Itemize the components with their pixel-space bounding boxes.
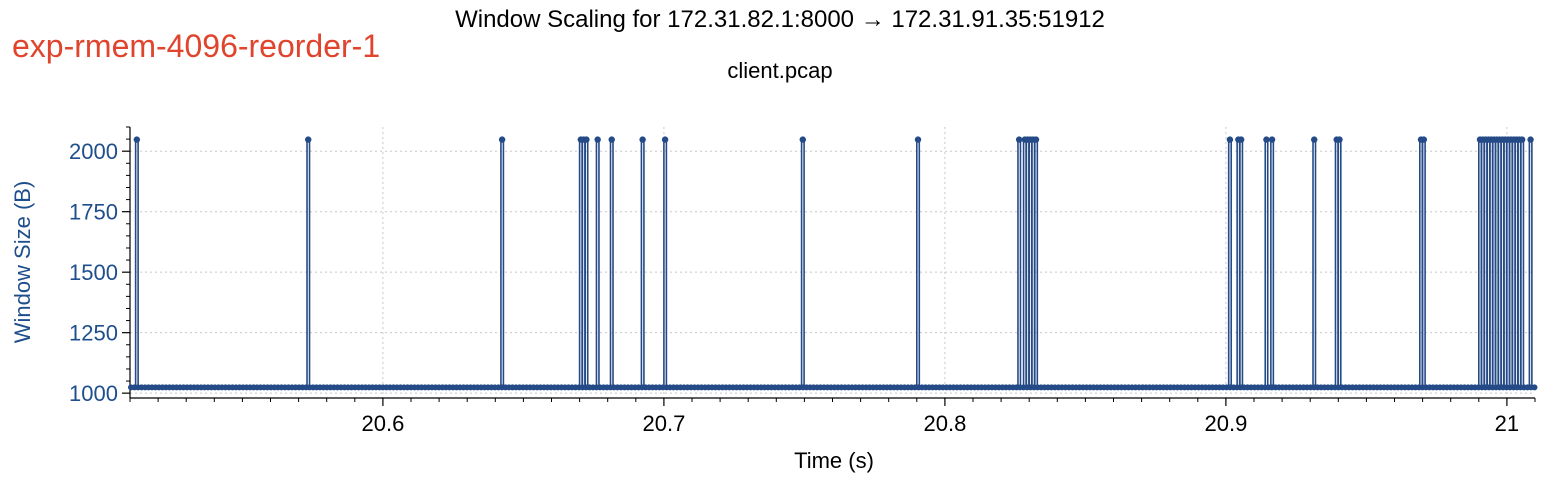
peak-point — [1263, 136, 1270, 143]
axes-layer — [129, 127, 1535, 399]
peak-point — [1420, 136, 1428, 143]
peak-point — [914, 136, 922, 143]
y-tick-label: 1500 — [69, 260, 118, 285]
peak-point — [1268, 136, 1276, 143]
peak-point — [1518, 136, 1526, 143]
peak-point — [1015, 136, 1023, 143]
peak-point — [583, 136, 590, 143]
x-axis-label: Time (s) — [794, 448, 874, 473]
peak-point — [498, 136, 506, 143]
grid-layer — [130, 127, 1535, 398]
x-tick-label: 20.9 — [1204, 411, 1247, 436]
peak-point — [305, 136, 312, 143]
peak-point — [1237, 136, 1245, 143]
y-tick-label: 1250 — [69, 321, 118, 346]
x-tick-label: 21 — [1495, 411, 1519, 436]
peak-point — [608, 136, 615, 143]
x-tick-label: 20.6 — [361, 411, 404, 436]
peak-point — [594, 136, 601, 143]
ticks-layer: 1000 1250 1500 1750 2000 20.6 20.7 20.8 20.9 21 — [69, 126, 1536, 436]
x-tick-label: 20.8 — [923, 411, 966, 436]
y-tick-label: 1000 — [69, 381, 118, 406]
experiment-label: exp-rmem-4096-reorder-1 — [12, 28, 381, 64]
peak-point — [1032, 136, 1040, 143]
peak-point — [1527, 136, 1534, 143]
peak-point — [799, 136, 806, 143]
peak-point — [639, 136, 646, 143]
y-tick-label: 2000 — [69, 139, 118, 164]
peak-point — [133, 136, 141, 143]
y-axis-label: Window Size (B) — [10, 181, 35, 344]
baseline-point — [1531, 384, 1538, 391]
peak-point — [1311, 136, 1318, 143]
chart-subtitle: client.pcap — [727, 58, 833, 83]
peak-point — [1336, 136, 1343, 143]
y-tick-label: 1750 — [69, 200, 118, 225]
peak-point — [1226, 136, 1234, 143]
x-tick-label: 20.7 — [642, 411, 685, 436]
series-layer — [128, 136, 1538, 391]
peak-point — [661, 136, 669, 143]
chart-title: Window Scaling for 172.31.82.1:8000 → 17… — [455, 6, 1105, 33]
